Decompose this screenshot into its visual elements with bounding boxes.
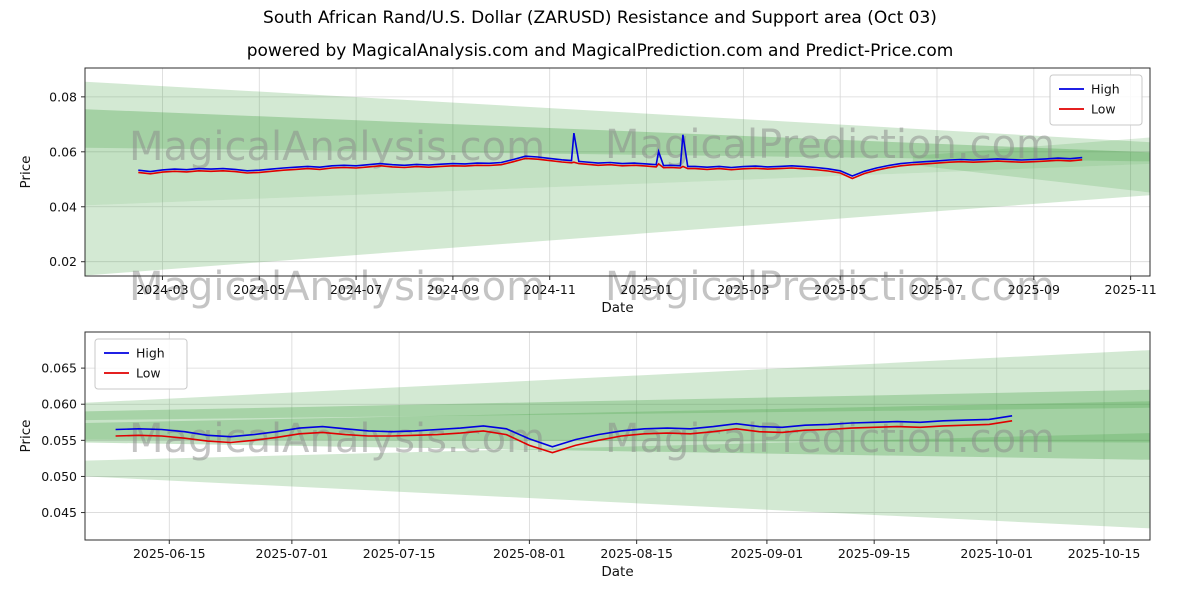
y-tick-label: 0.04 [49, 199, 77, 214]
support-resistance-bands [85, 81, 1150, 276]
y-axis-label: Price [18, 156, 34, 189]
x-tick-label: 2025-09-15 [838, 546, 911, 561]
x-tick-label: 2025-07 [911, 282, 963, 297]
x-tick-label: 2025-07-15 [363, 546, 436, 561]
x-tick-label: 2025-11 [1105, 282, 1157, 297]
legend-box [94, 338, 188, 390]
figure-subtitle: powered by MagicalAnalysis.com and Magic… [246, 41, 954, 61]
x-tick-label: 2025-08-15 [600, 546, 673, 561]
x-tick-label: 2025-10-01 [960, 546, 1033, 561]
tick-labels: 2024-03 2024-05 2024-07 2024-09 2024-11 2025-… [49, 89, 1157, 297]
x-axis-label: Date [601, 300, 633, 316]
legend-entry-label: Low [136, 366, 161, 381]
x-tick-label: 2025-01 [620, 282, 672, 297]
support-resistance-bands [85, 350, 1150, 529]
main-chart: MagicalAnalysis.com MagicalPrediction.com… [18, 67, 1157, 316]
x-tick-label: 2025-10-15 [1068, 546, 1141, 561]
legend-box [1049, 74, 1143, 126]
y-tick-label: 0.060 [41, 397, 77, 412]
legend-entry-label: High [136, 346, 165, 361]
grid-lines [85, 68, 1150, 276]
y-tick-label: 0.08 [49, 89, 77, 104]
watermark-text: MagicalAnalysis.com [129, 124, 545, 170]
series-low-line [138, 157, 1083, 180]
x-axis-label: Date [601, 564, 633, 580]
legend: High Low [94, 338, 188, 390]
figure-title: South African Rand/U.S. Dollar (ZARUSD) … [263, 8, 937, 28]
x-tick-label: 2024-11 [524, 282, 576, 297]
grid-lines [85, 332, 1150, 540]
x-tick-label: 2025-06-15 [133, 546, 206, 561]
legend-entry-label: High [1091, 82, 1120, 97]
y-axis-label: Price [18, 420, 34, 453]
x-tick-label: 2025-07-01 [256, 546, 329, 561]
x-tick-label: 2024-09 [427, 282, 479, 297]
watermark-text: MagicalPrediction.com [605, 264, 1055, 310]
x-tick-label: 2025-09 [1008, 282, 1060, 297]
legend: High Low [1049, 74, 1143, 126]
detail-chart: MagicalAnalysis.com MagicalPrediction.com… [18, 331, 1151, 580]
series-low-line [115, 420, 1013, 454]
tick-labels: 2025-06-15 2025-07-01 2025-07-15 2025-08-01… [41, 361, 1140, 561]
x-tick-label: 2024-03 [136, 282, 188, 297]
watermark-text: MagicalAnalysis.com [129, 416, 545, 462]
y-tick-label: 0.050 [41, 469, 77, 484]
y-tick-label: 0.045 [41, 505, 77, 520]
x-tick-label: 2025-03 [717, 282, 769, 297]
y-tick-label: 0.055 [41, 433, 77, 448]
y-tick-label: 0.06 [49, 144, 77, 159]
x-tick-label: 2025-08-01 [493, 546, 566, 561]
watermark-text: MagicalPrediction.com [605, 416, 1055, 462]
x-tick-label: 2025-09-01 [731, 546, 804, 561]
x-tick-label: 2024-05 [233, 282, 285, 297]
y-tick-label: 0.02 [49, 254, 77, 269]
series-high-line [138, 132, 1083, 177]
x-tick-label: 2024-07 [330, 282, 382, 297]
plot-border [84, 331, 1151, 541]
x-tick-label: 2025-05 [814, 282, 866, 297]
y-tick-label: 0.065 [41, 361, 77, 376]
series-high-line [115, 415, 1013, 448]
legend-entry-label: Low [1091, 102, 1116, 117]
plot-border [84, 67, 1151, 277]
watermark-text: MagicalAnalysis.com [129, 264, 545, 310]
